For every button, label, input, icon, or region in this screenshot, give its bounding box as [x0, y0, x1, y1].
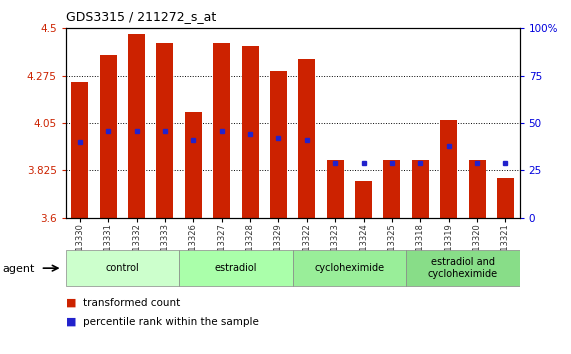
- FancyBboxPatch shape: [66, 250, 179, 286]
- Bar: [185, 113, 202, 218]
- Bar: [355, 181, 372, 218]
- FancyBboxPatch shape: [406, 250, 520, 286]
- Text: estradiol and
cycloheximide: estradiol and cycloheximide: [428, 257, 498, 279]
- Bar: [100, 55, 116, 218]
- Text: transformed count: transformed count: [83, 298, 180, 308]
- Text: ■: ■: [66, 298, 76, 308]
- Bar: [128, 34, 145, 218]
- Text: GDS3315 / 211272_s_at: GDS3315 / 211272_s_at: [66, 10, 216, 23]
- Bar: [156, 43, 174, 218]
- Text: percentile rank within the sample: percentile rank within the sample: [83, 317, 259, 327]
- Bar: [242, 46, 259, 218]
- Text: cycloheximide: cycloheximide: [314, 263, 384, 273]
- Text: ■: ■: [66, 317, 76, 327]
- Bar: [497, 178, 514, 218]
- Text: agent: agent: [3, 264, 35, 274]
- FancyBboxPatch shape: [293, 250, 406, 286]
- Bar: [384, 160, 400, 218]
- Bar: [469, 160, 485, 218]
- Text: estradiol: estradiol: [215, 263, 257, 273]
- Bar: [213, 43, 230, 218]
- Bar: [327, 160, 344, 218]
- Bar: [412, 160, 429, 218]
- FancyBboxPatch shape: [179, 250, 293, 286]
- Bar: [71, 82, 89, 218]
- Bar: [270, 72, 287, 218]
- Text: control: control: [106, 263, 139, 273]
- Bar: [440, 120, 457, 218]
- Bar: [298, 59, 315, 218]
